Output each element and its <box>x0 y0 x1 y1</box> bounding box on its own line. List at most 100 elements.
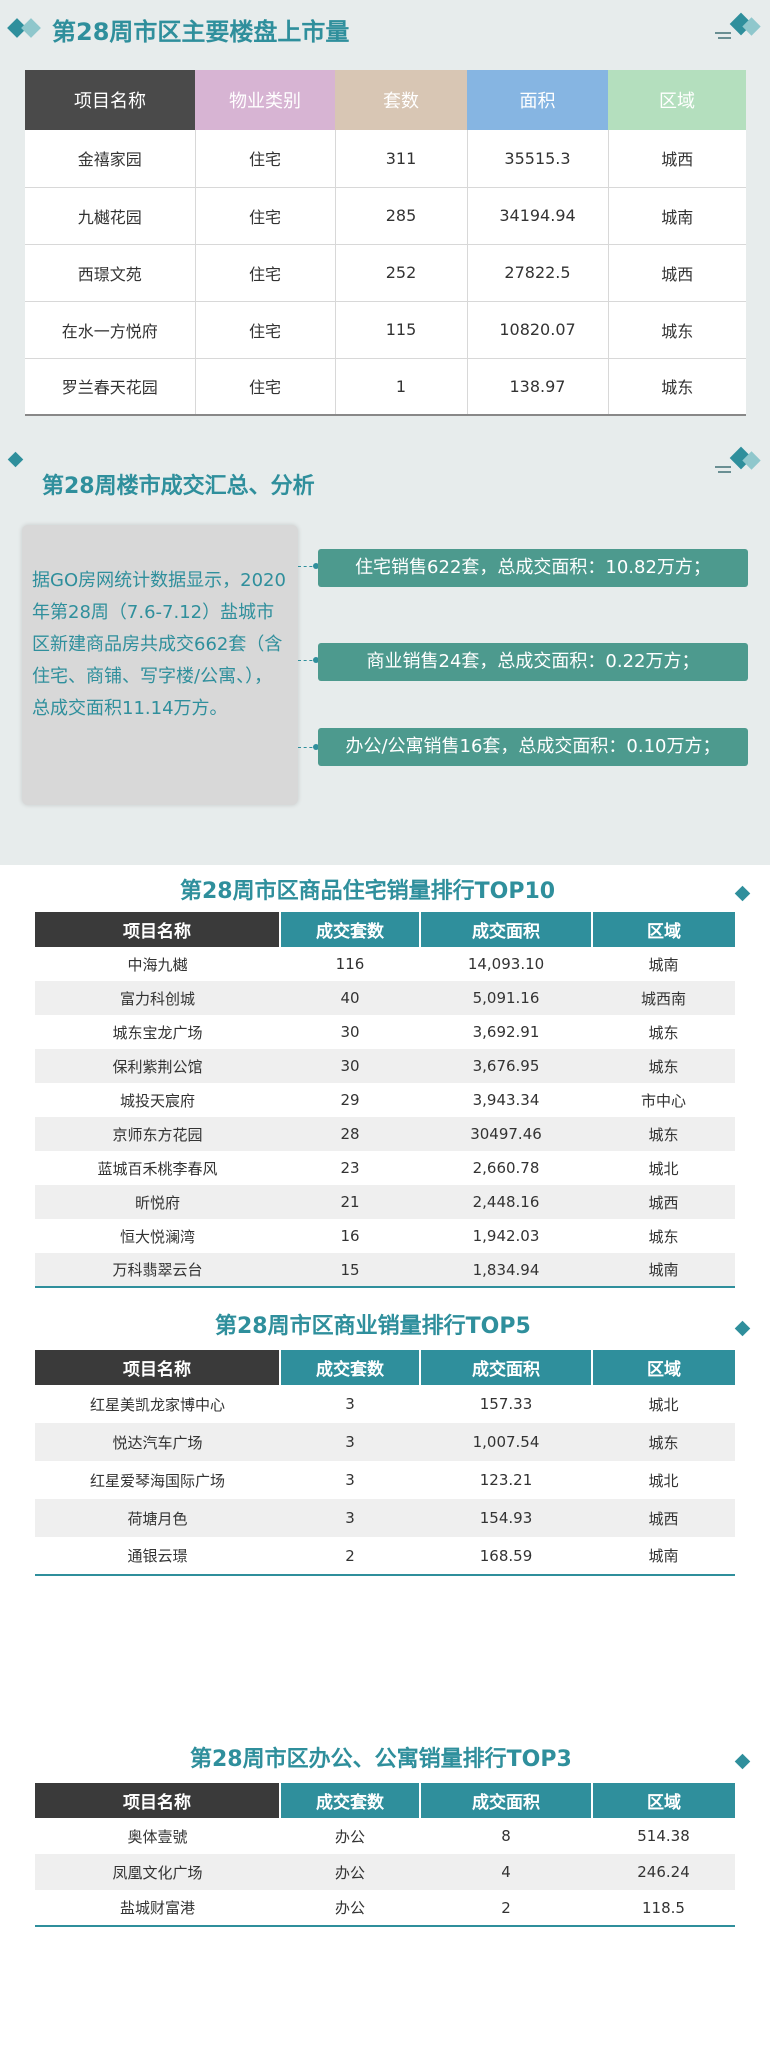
table-header-row: 项目名称 成交套数 成交面积 区域 <box>35 1350 735 1385</box>
cell-area: 30497.46 <box>420 1117 592 1151</box>
table-header-row: 项目名称 成交套数 成交面积 区域 <box>35 1783 735 1818</box>
cell-units: 116 <box>335 955 365 973</box>
cell-col4: 246.24 <box>592 1854 735 1890</box>
cell-name: 保利紫荆公馆 <box>35 1049 280 1083</box>
cell-col3: 2 <box>420 1890 592 1927</box>
cell-district: 城东 <box>592 1423 735 1461</box>
header-district: 区域 <box>608 70 746 130</box>
cell-name: 罗兰春天花园 <box>25 358 196 416</box>
cell-district: 城南 <box>592 1253 735 1288</box>
residential-top10-table: 项目名称 成交套数 成交面积 区域 中海九樾 116 14,093.10 城南 富力科… <box>35 912 735 1288</box>
diamond-deco-icon <box>715 12 765 42</box>
table-row: 保利紫荆公馆 30 3,676.95 城东 <box>35 1049 735 1083</box>
cell-area: 27822.5 <box>467 244 609 302</box>
header-district: 区域 <box>592 1350 735 1385</box>
header-name: 项目名称 <box>35 1350 281 1385</box>
cell-area: 3,676.95 <box>420 1049 592 1083</box>
cell-name: 京师东方花园 <box>35 1117 280 1151</box>
cell-units: 30 <box>280 1049 420 1083</box>
cell-name: 荷塘月色 <box>35 1499 280 1537</box>
pill-commercial: 商业销售24套，总成交面积：0.22万方； <box>318 643 748 681</box>
cell-name: 红星美凯龙家博中心 <box>89 1395 225 1414</box>
cell-area: 35515.3 <box>467 130 609 188</box>
table-row: 盐城财富港 办公 2 118.5 <box>35 1890 735 1927</box>
cell-area: 138.97 <box>467 358 609 416</box>
cell-district: 城东 <box>608 301 746 359</box>
header-units: 成交套数 <box>280 1350 421 1385</box>
cell-name: 悦达汽车广场 <box>35 1423 280 1461</box>
header-type: 物业类别 <box>195 70 335 130</box>
cell-type: 住宅 <box>195 358 336 416</box>
cell-district: 城南 <box>648 955 679 974</box>
table-header-row: 项目名称 成交套数 成交面积 区域 <box>35 912 735 947</box>
section2-header: 第28周楼市成交汇总、分析 <box>0 446 770 499</box>
cell-district: 城西 <box>592 1185 735 1219</box>
section4-title: 第28周市区商业销量排行TOP5 <box>215 1314 531 1339</box>
summary-text: 据GO房网统计数据显示，2020年第28周（7.6-7.12）盐城市区新建商品房… <box>32 570 286 719</box>
diamond-icon <box>21 18 41 38</box>
cell-name: 盐城财富港 <box>35 1890 280 1927</box>
header-name: 项目名称 <box>25 70 195 130</box>
cell-col3: 4 <box>420 1854 592 1890</box>
cell-name: 城投天宸府 <box>119 1091 195 1110</box>
cell-units: 16 <box>340 1227 360 1245</box>
table-row: 荷塘月色 3 154.93 城西 <box>35 1499 735 1537</box>
section1-header: 第28周市区主要楼盘上市量 <box>0 8 770 48</box>
header-name: 项目名称 <box>35 1783 281 1818</box>
table-row: 凤凰文化广场 办公 4 246.24 <box>35 1854 735 1890</box>
table-row: 悦达汽车广场 3 1,007.54 城东 <box>35 1423 735 1461</box>
cell-area: 5,091.16 <box>420 981 592 1015</box>
cell-count: 252 <box>335 244 468 302</box>
table-row: 通银云璟 2 168.59 城南 <box>35 1537 735 1576</box>
cell-units: 3 <box>280 1423 420 1461</box>
cell-name: 中海九樾 <box>127 955 188 974</box>
connector-line <box>298 747 318 748</box>
cell-area: 10820.07 <box>467 301 609 359</box>
table-row: 京师东方花园 28 30497.46 城东 <box>35 1117 735 1151</box>
cell-units: 21 <box>280 1185 420 1219</box>
new-supply-table: 项目名称 物业类别 套数 面积 区域 金禧家园 住宅 311 35515.3 城… <box>25 70 746 416</box>
cell-type: 住宅 <box>195 130 336 188</box>
section1-title: 第28周市区主要楼盘上市量 <box>52 18 350 46</box>
cell-area: 123.21 <box>479 1471 533 1489</box>
table-row: 蓝城百禾桃李春风 23 2,660.78 城北 <box>35 1151 735 1185</box>
header-district: 区域 <box>592 1783 735 1818</box>
cell-name: 九樾花园 <box>25 187 196 245</box>
cell-area: 14,093.10 <box>467 955 545 973</box>
cell-col2: 办公 <box>280 1890 420 1927</box>
cell-district: 城北 <box>648 1471 679 1490</box>
cell-name: 通银云璟 <box>35 1537 280 1576</box>
cell-district: 城东 <box>648 1023 679 1042</box>
cell-units: 28 <box>280 1117 420 1151</box>
cell-district: 城西 <box>608 244 746 302</box>
cell-district: 城西南 <box>592 981 735 1015</box>
cell-count: 285 <box>335 187 468 245</box>
diamond-icon <box>734 1753 751 1770</box>
cell-area: 1,942.03 <box>472 1227 540 1245</box>
connector-dot-icon <box>313 657 319 663</box>
cell-units: 3 <box>345 1395 355 1413</box>
cell-name: 蓝城百禾桃李春风 <box>97 1159 218 1178</box>
cell-name: 恒大悦澜湾 <box>119 1227 195 1246</box>
cell-name: 在水一方悦府 <box>25 301 196 359</box>
cell-units: 15 <box>280 1253 420 1288</box>
cell-area: 2,660.78 <box>472 1159 540 1177</box>
cell-district: 城东 <box>592 1117 735 1151</box>
cell-area: 3,692.91 <box>472 1023 540 1041</box>
cell-area: 2,448.16 <box>420 1185 592 1219</box>
cell-district: 城北 <box>648 1395 679 1414</box>
pill-residential: 住宅销售622套，总成交面积：10.82万方； <box>318 549 748 587</box>
cell-type: 住宅 <box>195 301 336 359</box>
cell-name: 西璟文苑 <box>25 244 196 302</box>
table-row: 昕悦府 21 2,448.16 城西 <box>35 1185 735 1219</box>
cell-district: 市中心 <box>640 1091 686 1110</box>
header-area: 成交面积 <box>420 1783 593 1818</box>
cell-count: 1 <box>335 358 468 416</box>
header-area: 成交面积 <box>420 912 593 947</box>
cell-name: 凤凰文化广场 <box>35 1854 280 1890</box>
cell-units: 3 <box>280 1499 420 1537</box>
header-area: 成交面积 <box>420 1350 593 1385</box>
cell-units: 23 <box>340 1159 360 1177</box>
cell-area: 1,834.94 <box>420 1253 592 1288</box>
cell-district: 城南 <box>592 1537 735 1576</box>
